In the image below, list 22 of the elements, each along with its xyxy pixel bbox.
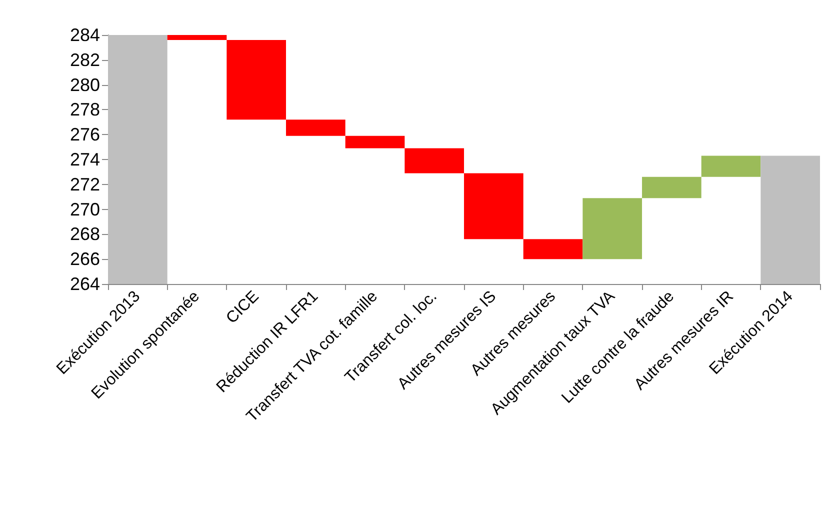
bar (286, 120, 346, 136)
y-tick-label: 280 (70, 74, 100, 95)
y-tick-label: 278 (70, 100, 100, 120)
bar (701, 156, 761, 177)
bar (523, 239, 583, 260)
y-tick-label: 268 (70, 224, 100, 244)
y-tick-label: 284 (70, 25, 100, 45)
y-tick-label: 276 (70, 124, 100, 145)
y-tick-label: 274 (70, 150, 100, 170)
bar (345, 136, 405, 148)
bar (582, 198, 642, 260)
bar (167, 35, 227, 40)
y-tick-label: 272 (70, 174, 100, 194)
bar (642, 176, 702, 198)
y-tick-label: 264 (70, 274, 100, 294)
y-tick-label: 270 (70, 199, 100, 220)
bar (404, 148, 464, 174)
y-tick-label: 266 (70, 249, 100, 270)
y-tick-label: 282 (70, 50, 100, 70)
bar (226, 40, 286, 120)
bar (464, 173, 524, 240)
bar (760, 156, 820, 284)
